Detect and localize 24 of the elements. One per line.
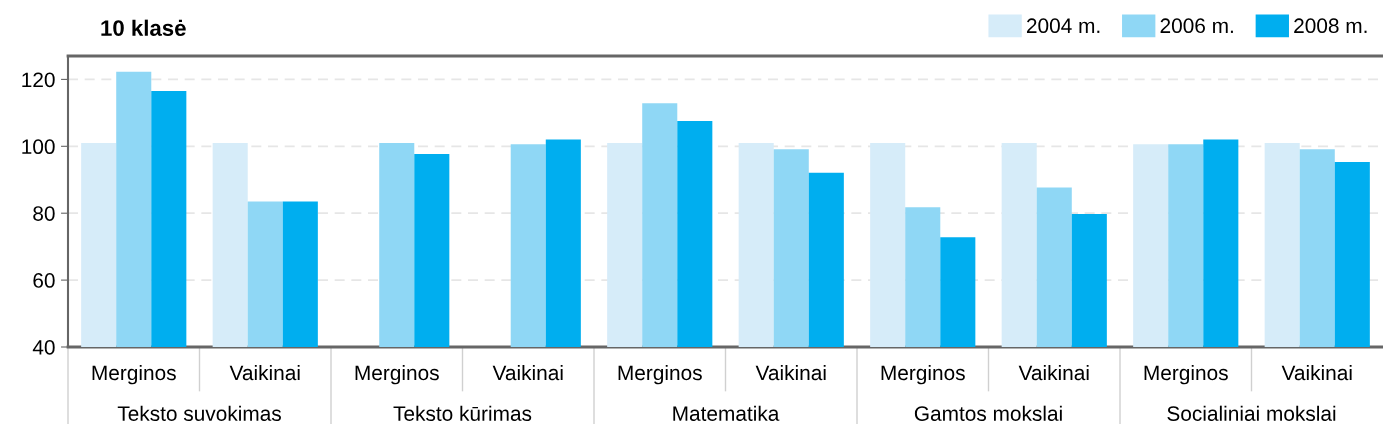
y-tick-label: 40	[32, 340, 55, 355]
x-tick-label: Vaikinai	[1281, 364, 1352, 381]
text: Matematika	[673, 405, 780, 421]
legend-label: 2008 m.	[1294, 18, 1367, 34]
x-tick-label: Vaikinai	[1018, 364, 1089, 381]
x-tick-label: Merginos	[881, 364, 965, 385]
legend-label: 2004 m.	[1026, 18, 1100, 34]
y-tick-label: 120	[22, 72, 55, 88]
text: Socialiniai mokslai	[1167, 405, 1336, 421]
chart-title: 10 klasė	[101, 19, 186, 36]
x-tick-label: Vaikinai	[755, 364, 826, 381]
y-tick-label: 80	[33, 206, 55, 221]
x-tick-label: Vaikinai	[229, 364, 300, 381]
text: Teksto suvokimas	[117, 405, 281, 421]
text: Teksto kūrimas	[393, 405, 532, 421]
y-tick-label: 60	[33, 273, 55, 288]
x-tick-label: Merginos	[1144, 364, 1228, 385]
x-tick-label: Merginos	[92, 364, 176, 385]
x-tick-label: Vaikinai	[492, 364, 563, 381]
y-tick-label: 100	[22, 139, 55, 155]
x-tick-label: Merginos	[355, 364, 439, 385]
text: Gamtos mokslai	[914, 405, 1062, 421]
x-tick-label: Merginos	[618, 364, 702, 385]
legend-label: 2006 m.	[1160, 18, 1233, 34]
